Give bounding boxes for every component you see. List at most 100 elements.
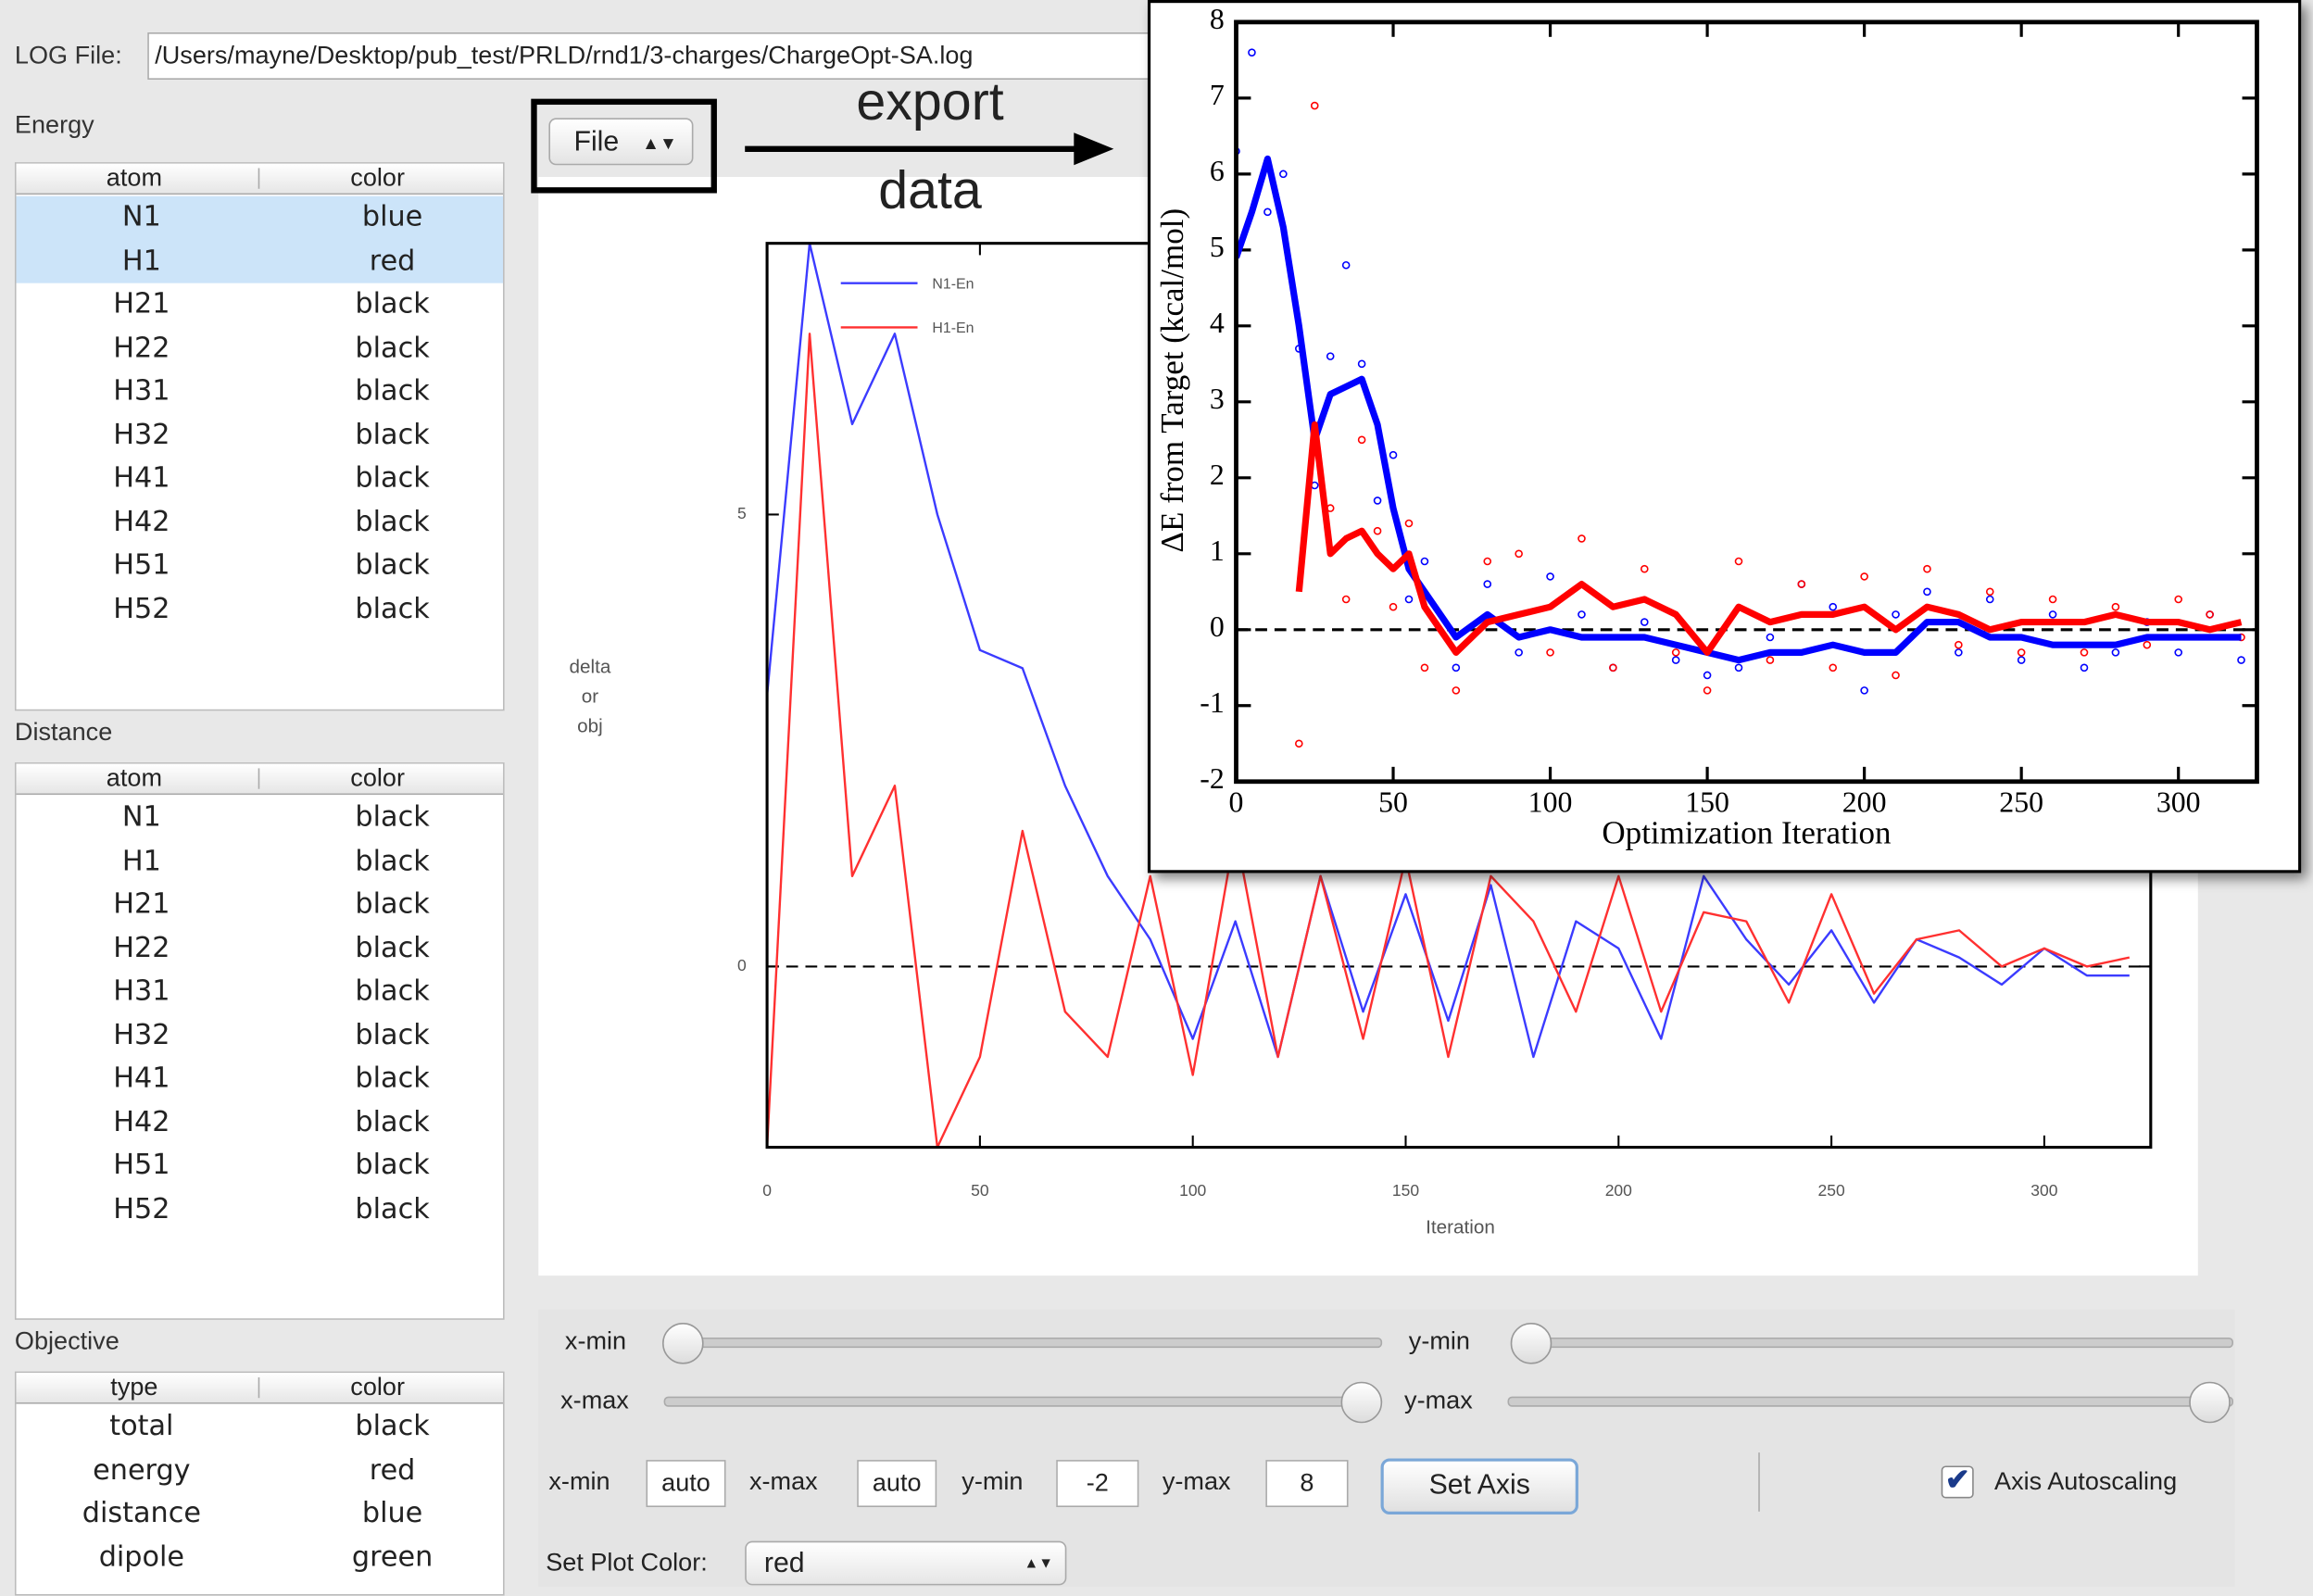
slider-knob[interactable] [1341,1382,1383,1424]
set-axis-button[interactable]: Set Axis [1381,1458,1578,1514]
table-cell: H21 [23,283,259,327]
data-point [1987,588,1993,595]
series-line [1236,158,2241,660]
text-field[interactable]: auto [647,1460,726,1507]
data-point [1343,262,1350,269]
table-cell: N1 [23,196,259,240]
slider-label: y-min [1409,1327,1470,1357]
table-cell: H52 [23,587,259,631]
data-point [1987,596,1993,602]
color-select-label: Set Plot Color: [546,1549,708,1578]
table-cell: N1 [23,797,259,840]
text-field[interactable]: -2 [1056,1460,1138,1507]
table-header: atomcolor [17,164,504,195]
table-cell: H52 [23,1188,259,1231]
data-point [2112,604,2118,610]
slider-knob[interactable] [662,1323,704,1364]
data-point [1280,170,1287,177]
slider-track[interactable] [1508,1397,2233,1407]
y-tick-label: 1 [1210,534,1225,567]
table-cell: red [274,1449,510,1492]
data-point [1892,611,1899,618]
data-point [1736,558,1742,564]
data-point [1673,657,1679,663]
data-point [1390,604,1397,610]
table-cell: H32 [23,1014,259,1058]
data-point [1452,687,1459,694]
x-tick-label: 150 [1685,786,1729,819]
data-point [1421,664,1427,671]
table-cell: total [23,1405,259,1449]
data-point [1955,649,1962,656]
y-tick-label: 0 [737,956,747,974]
table-cell: black [274,544,510,587]
data-point [2175,596,2181,602]
y-tick-label: 2 [1210,459,1225,491]
table-cell: blue [274,196,510,240]
table-cell: H1 [23,240,259,283]
color-select[interactable]: red▲▼ [745,1541,1066,1586]
checkbox[interactable]: ✔ [1942,1465,1974,1498]
slider-track[interactable] [1512,1338,2233,1348]
table-cell: black [274,327,510,371]
slider-knob[interactable] [2189,1382,2231,1424]
x-tick-label: 250 [1818,1181,1845,1200]
table-cell: black [274,1057,510,1100]
text-field[interactable]: 8 [1265,1460,1348,1507]
table-cell: blue [274,1492,510,1536]
data-point [1829,604,1836,610]
data-point [1892,672,1899,678]
data-point [1547,573,1553,580]
y-tick-label: 7 [1210,79,1225,111]
slider-track[interactable] [664,1397,1383,1407]
table-cell: H32 [23,414,259,458]
text-field[interactable]: auto [857,1460,937,1507]
slider-knob[interactable] [1511,1323,1552,1364]
data-point [1736,664,1742,671]
data-point [2050,596,2056,602]
table-cell: H42 [23,1100,259,1144]
table-cell: H31 [23,371,259,414]
column-header: atom [17,764,253,794]
data-point [1296,740,1302,747]
table-cell: distance [23,1492,259,1536]
header-divider [258,1377,260,1398]
table-cell: black [274,1014,510,1058]
table-cell: H21 [23,884,259,927]
data-point [1798,581,1804,587]
data-point [1515,649,1522,656]
table-cell: black [274,1144,510,1188]
data-point [1578,535,1585,542]
data-point [1390,452,1397,459]
table-cell: black [274,587,510,631]
table-cell: green [274,1536,510,1579]
slider-track[interactable] [672,1338,1383,1348]
data-point [1249,49,1255,56]
table-cell: black [274,1100,510,1144]
header-divider [258,168,260,188]
